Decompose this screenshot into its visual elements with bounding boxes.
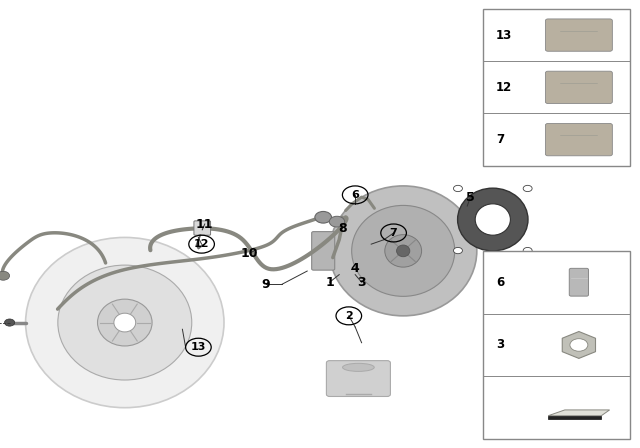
Circle shape bbox=[329, 216, 344, 227]
FancyBboxPatch shape bbox=[326, 361, 390, 396]
Polygon shape bbox=[563, 332, 595, 358]
Text: 8: 8 bbox=[338, 222, 347, 235]
Text: 4: 4 bbox=[351, 262, 360, 276]
FancyBboxPatch shape bbox=[545, 71, 612, 103]
Text: 5: 5 bbox=[466, 190, 475, 204]
Circle shape bbox=[523, 185, 532, 192]
Text: 12: 12 bbox=[194, 239, 209, 249]
Circle shape bbox=[454, 185, 463, 192]
Ellipse shape bbox=[458, 188, 528, 251]
Circle shape bbox=[0, 271, 10, 280]
FancyBboxPatch shape bbox=[545, 124, 612, 156]
Text: 3: 3 bbox=[496, 338, 504, 352]
Text: 9: 9 bbox=[261, 278, 270, 291]
Text: 3: 3 bbox=[357, 276, 366, 289]
Ellipse shape bbox=[342, 363, 374, 371]
Text: 1: 1 bbox=[325, 276, 334, 289]
Text: 13: 13 bbox=[191, 342, 206, 352]
Ellipse shape bbox=[58, 265, 192, 380]
Text: 7: 7 bbox=[390, 228, 397, 238]
Ellipse shape bbox=[397, 245, 410, 257]
Circle shape bbox=[523, 247, 532, 254]
Circle shape bbox=[454, 247, 463, 254]
Polygon shape bbox=[548, 410, 610, 416]
Text: 6: 6 bbox=[496, 276, 504, 289]
Circle shape bbox=[570, 339, 588, 351]
FancyBboxPatch shape bbox=[194, 221, 211, 235]
Ellipse shape bbox=[330, 186, 477, 316]
Text: 7: 7 bbox=[496, 133, 504, 146]
FancyBboxPatch shape bbox=[483, 251, 630, 439]
Ellipse shape bbox=[97, 299, 152, 346]
Text: 6: 6 bbox=[351, 190, 359, 200]
Ellipse shape bbox=[475, 204, 511, 235]
Text: 13: 13 bbox=[496, 29, 512, 42]
FancyBboxPatch shape bbox=[570, 268, 589, 296]
FancyBboxPatch shape bbox=[312, 232, 335, 270]
Text: 10: 10 bbox=[241, 246, 259, 260]
Circle shape bbox=[4, 319, 15, 326]
Text: 2: 2 bbox=[345, 311, 353, 321]
Text: 11: 11 bbox=[196, 217, 214, 231]
Ellipse shape bbox=[385, 235, 422, 267]
Ellipse shape bbox=[114, 313, 136, 332]
FancyBboxPatch shape bbox=[483, 9, 630, 166]
Ellipse shape bbox=[352, 205, 454, 297]
Ellipse shape bbox=[26, 237, 224, 408]
Text: 12: 12 bbox=[496, 81, 512, 94]
Circle shape bbox=[315, 211, 332, 223]
Polygon shape bbox=[548, 416, 602, 419]
FancyBboxPatch shape bbox=[545, 19, 612, 51]
